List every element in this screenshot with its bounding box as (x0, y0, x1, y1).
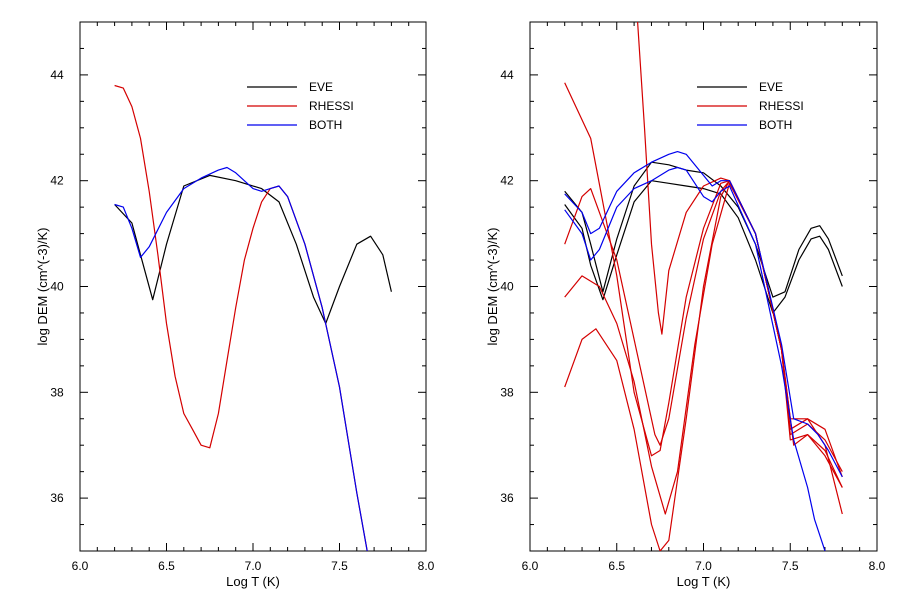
series-line-eve (564, 161, 843, 298)
y-tick-label: 38 (500, 385, 514, 399)
series-line-both (114, 166, 368, 551)
y-axis-title: log DEM (cm^(-3)/K) (485, 227, 500, 345)
legend-label-eve: EVE (309, 80, 333, 94)
y-tick-label: 40 (50, 280, 64, 294)
plot-frame (79, 21, 427, 552)
legend-label-rhessi: RHESSI (309, 99, 354, 113)
y-tick-label: 36 (500, 491, 514, 505)
x-tick-label: 7.0 (245, 559, 262, 573)
x-tick-label: 7.0 (695, 559, 712, 573)
x-axis-title: Log T (K) (226, 574, 280, 589)
legend: EVE RHESSI BOTH (697, 80, 804, 132)
y-tick-label: 38 (50, 385, 64, 399)
x-tick-label: 7.5 (782, 559, 799, 573)
y-axis-title: log DEM (cm^(-3)/K) (35, 227, 50, 345)
series-line-rhessi-high (637, 22, 843, 515)
chart-panel-1: 6.0 6.5 7.0 7.5 8.0 36 38 40 42 44 Log T (K) log DE… (35, 21, 435, 589)
series-line-eve-min (564, 180, 843, 314)
legend-label-both: BOTH (759, 118, 792, 132)
y-tick-label: 42 (50, 174, 64, 188)
series-line-rhessi (114, 84, 368, 551)
x-tick-label: 6.5 (158, 559, 175, 573)
x-tick-label: 8.0 (418, 559, 435, 573)
legend-label-both: BOTH (309, 118, 342, 132)
series-line-rhessi-steep (564, 82, 843, 478)
y-tick-label: 42 (500, 174, 514, 188)
x-tick-label: 7.5 (331, 559, 348, 573)
chart-panel-2: 6.0 6.5 7.0 7.5 8.0 36 38 40 42 44 Log T (K) log DE… (485, 21, 886, 589)
series-line-eve (114, 174, 392, 325)
series-line-rhessi-bump (564, 180, 843, 472)
y-tick-label: 44 (50, 68, 64, 82)
x-tick-label: 6.0 (72, 559, 89, 573)
legend-label-eve: EVE (759, 80, 783, 94)
legend: EVE RHESSI BOTH (247, 80, 354, 132)
x-tick-label: 6.5 (608, 559, 625, 573)
series-line-both (564, 151, 843, 478)
x-tick-label: 6.0 (522, 559, 539, 573)
series-line-both-min (564, 166, 826, 551)
series-line-rhessi-low (564, 180, 843, 551)
x-tick-label: 8.0 (869, 559, 886, 573)
y-tick-label: 40 (500, 280, 514, 294)
series-line-rhessi-mid (564, 182, 843, 515)
x-axis-title: Log T (K) (677, 574, 731, 589)
y-tick-label: 44 (500, 68, 514, 82)
legend-label-rhessi: RHESSI (759, 99, 804, 113)
y-tick-label: 36 (50, 491, 64, 505)
